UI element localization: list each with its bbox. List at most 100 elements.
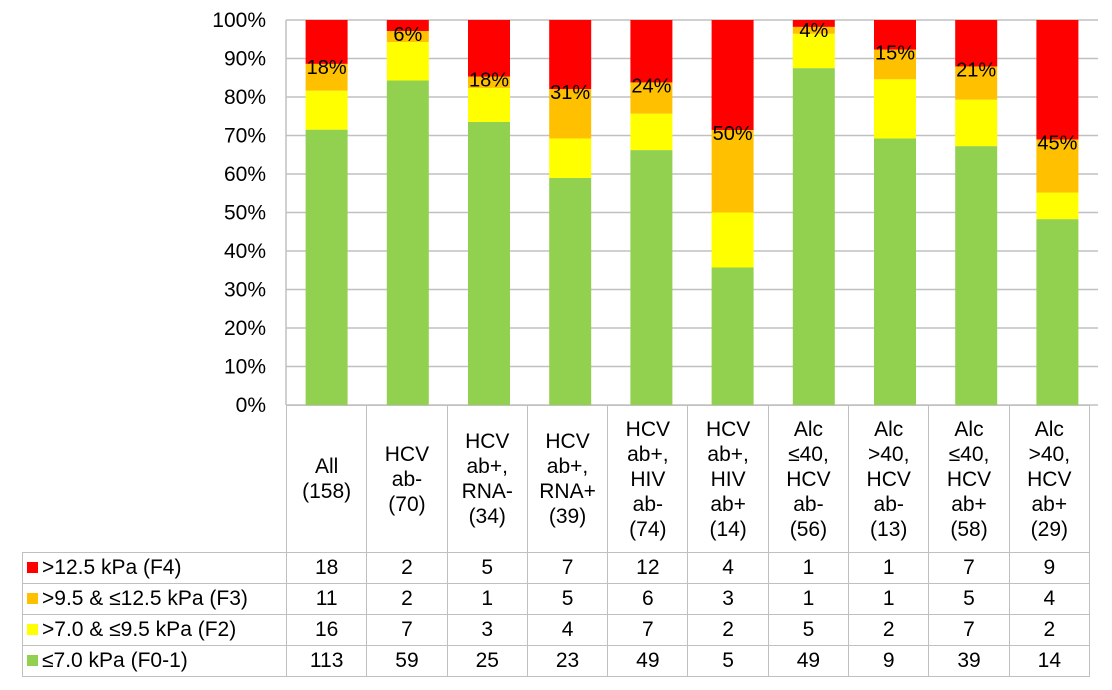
bar-segment xyxy=(468,87,510,122)
data-labels: 18% 6% 18% 31% 24% 50% 4% 15% 21% 45% xyxy=(307,20,1078,155)
table-cell: 2 xyxy=(848,614,930,646)
table-cell: 4 xyxy=(687,552,769,584)
bar-segment xyxy=(955,99,998,147)
table-cell: 5 xyxy=(526,583,609,615)
bar-segment xyxy=(549,177,592,405)
table-cell: 5 xyxy=(687,645,769,677)
bar-segment xyxy=(630,150,673,405)
data-label: 18% xyxy=(307,57,347,79)
y-tick-label: 80% xyxy=(224,86,266,109)
data-label: 4% xyxy=(799,20,828,42)
legend-entry: >7.0 & ≤9.5 kPa (F2) xyxy=(22,614,287,646)
data-label: 18% xyxy=(469,70,509,92)
table-cell: 1 xyxy=(848,552,930,584)
y-tick-label: 60% xyxy=(224,163,266,186)
y-tick-label: 50% xyxy=(224,202,266,225)
bar-segment xyxy=(386,42,429,81)
table-row: ≤7.0 kPa (F0-1) 113 59 25 23 49 5 49 9 39 14 xyxy=(22,645,1090,677)
bar-segment xyxy=(305,20,348,64)
category-label: Alc ≤40, HCV ab- (56) xyxy=(767,405,850,553)
legend-entry: >9.5 & ≤12.5 kPa (F3) xyxy=(22,583,287,615)
y-tick-label: 40% xyxy=(224,240,266,263)
bar-segment xyxy=(305,63,348,91)
y-tick-label: 90% xyxy=(224,48,266,71)
data-label: 24% xyxy=(631,75,671,97)
table-cell: 5 xyxy=(928,583,1010,615)
table-cell: 2 xyxy=(366,583,448,615)
table-cell: 5 xyxy=(767,614,850,646)
y-axis-tick-labels: 0%10%20%30%40%50%60%70%80%90%100% xyxy=(212,9,266,417)
table-cell: 1 xyxy=(767,552,850,584)
bar-segment xyxy=(955,20,998,67)
legend-label: >12.5 kPa (F4) xyxy=(42,556,182,579)
table-cell: 7 xyxy=(366,614,448,646)
table-row: >12.5 kPa (F4) 18 2 5 7 12 4 1 1 7 9 xyxy=(22,552,1090,584)
bar-segment xyxy=(792,33,835,69)
table-cell: 7 xyxy=(928,552,1010,584)
category-label: Alc ≤40, HCV ab+ (58) xyxy=(928,405,1010,553)
bar-segment xyxy=(468,121,510,405)
bar-segment xyxy=(792,20,835,27)
bar-segment xyxy=(1036,192,1079,220)
legend-label: >7.0 & ≤9.5 kPa (F2) xyxy=(42,618,237,641)
y-tick-label: 10% xyxy=(224,356,266,379)
category-label: HCV ab+, RNA+ (39) xyxy=(526,405,609,553)
bar-segment xyxy=(630,113,673,151)
bar-segment xyxy=(386,80,429,405)
bar-segment xyxy=(874,49,916,80)
table-cell: 5 xyxy=(446,552,528,584)
bar-segment xyxy=(874,138,916,405)
legend-swatch-icon xyxy=(27,593,38,604)
bar-segment xyxy=(549,89,592,139)
category-label: All (158) xyxy=(285,405,368,553)
table-cell: 14 xyxy=(1008,645,1090,677)
table-cell: 11 xyxy=(285,583,368,615)
data-label: 6% xyxy=(393,24,422,46)
bar-segment xyxy=(630,82,673,114)
data-label: 50% xyxy=(713,123,753,145)
table-cell: 4 xyxy=(1008,583,1090,615)
table-cell: 49 xyxy=(607,645,689,677)
bar-segment xyxy=(549,20,592,90)
table-cell: 2 xyxy=(1008,614,1090,646)
bars xyxy=(305,20,1079,405)
table-cell: 1 xyxy=(446,583,528,615)
category-label: HCV ab+, HIV ab+ (14) xyxy=(687,405,769,553)
table-cell: 113 xyxy=(285,645,368,677)
table-cell: 49 xyxy=(767,645,850,677)
data-label: 31% xyxy=(550,82,590,104)
bar-segment xyxy=(711,267,754,405)
table-cell: 9 xyxy=(848,645,930,677)
bar-segment xyxy=(386,31,429,42)
bar-segment xyxy=(1036,139,1079,193)
table-cell: 59 xyxy=(366,645,448,677)
category-label: Alc >40, HCV ab+ (29) xyxy=(1008,405,1090,553)
bar-segment xyxy=(792,26,835,34)
table-cell: 25 xyxy=(446,645,528,677)
table-cell: 7 xyxy=(607,614,689,646)
legend-swatch-icon xyxy=(27,562,38,573)
table-cell: 7 xyxy=(526,552,609,584)
table-corner xyxy=(22,405,287,553)
bar-segment xyxy=(549,138,592,178)
table-cell: 3 xyxy=(687,583,769,615)
table-cell: 12 xyxy=(607,552,689,584)
category-label: HCV ab+, RNA- (34) xyxy=(446,405,528,553)
bar-segment xyxy=(874,20,916,50)
bar-segment xyxy=(711,20,754,130)
category-label: Alc >40, HCV ab- (13) xyxy=(848,405,930,553)
legend-label: ≤7.0 kPa (F0-1) xyxy=(42,649,188,672)
category-label: HCV ab- (70) xyxy=(366,405,448,553)
bar-segment xyxy=(468,76,510,88)
table-cell: 16 xyxy=(285,614,368,646)
table-cell: 23 xyxy=(526,645,609,677)
data-label: 45% xyxy=(1037,132,1077,154)
legend-entry: ≤7.0 kPa (F0-1) xyxy=(22,645,287,677)
table-cell: 1 xyxy=(767,583,850,615)
data-label: 15% xyxy=(875,43,915,65)
y-tick-label: 70% xyxy=(224,125,266,148)
data-table: All (158) HCV ab- (70) HCV ab+, RNA- (34) HCV ab+,… xyxy=(22,405,1090,677)
legend-entry: >12.5 kPa (F4) xyxy=(22,552,287,584)
table-cell: 9 xyxy=(1008,552,1090,584)
